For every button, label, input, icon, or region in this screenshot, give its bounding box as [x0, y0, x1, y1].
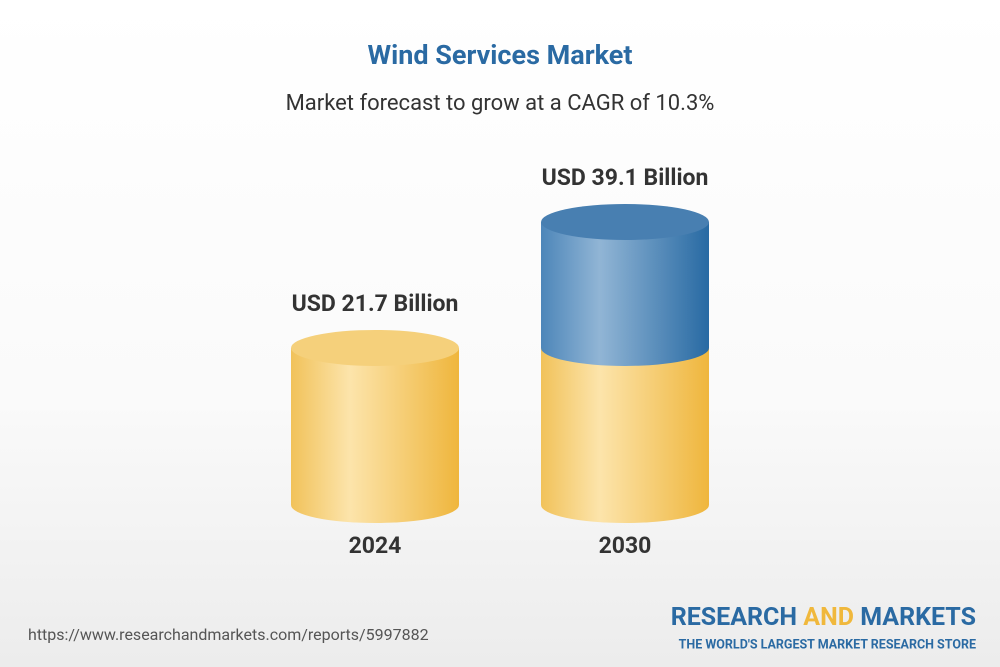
brand-part: RESEARCH [671, 603, 797, 632]
cylinder-top [291, 329, 459, 366]
source-url: https://www.researchandmarkets.com/repor… [28, 625, 429, 644]
x-tick-label: 2030 [599, 532, 652, 559]
cylinder [291, 347, 459, 523]
cylinder-base-segment [541, 347, 709, 523]
cylinder-growth-segment [541, 222, 709, 366]
chart-title: Wind Services Market [367, 39, 632, 71]
value-label: USD 21.7 Billion [292, 290, 459, 317]
brand-tagline: THE WORLD'S LARGEST MARKET RESEARCH STOR… [679, 637, 976, 652]
value-label: USD 39.1 Billion [542, 164, 709, 191]
brand-part: AND [803, 603, 854, 632]
brand: RESEARCH AND MARKETS [671, 603, 976, 632]
x-tick-label: 2024 [349, 532, 402, 559]
cylinder-top [541, 204, 709, 240]
brand-part: MARKETS [860, 603, 976, 632]
chart-subtitle: Market forecast to grow at a CAGR of 10.… [286, 91, 715, 116]
